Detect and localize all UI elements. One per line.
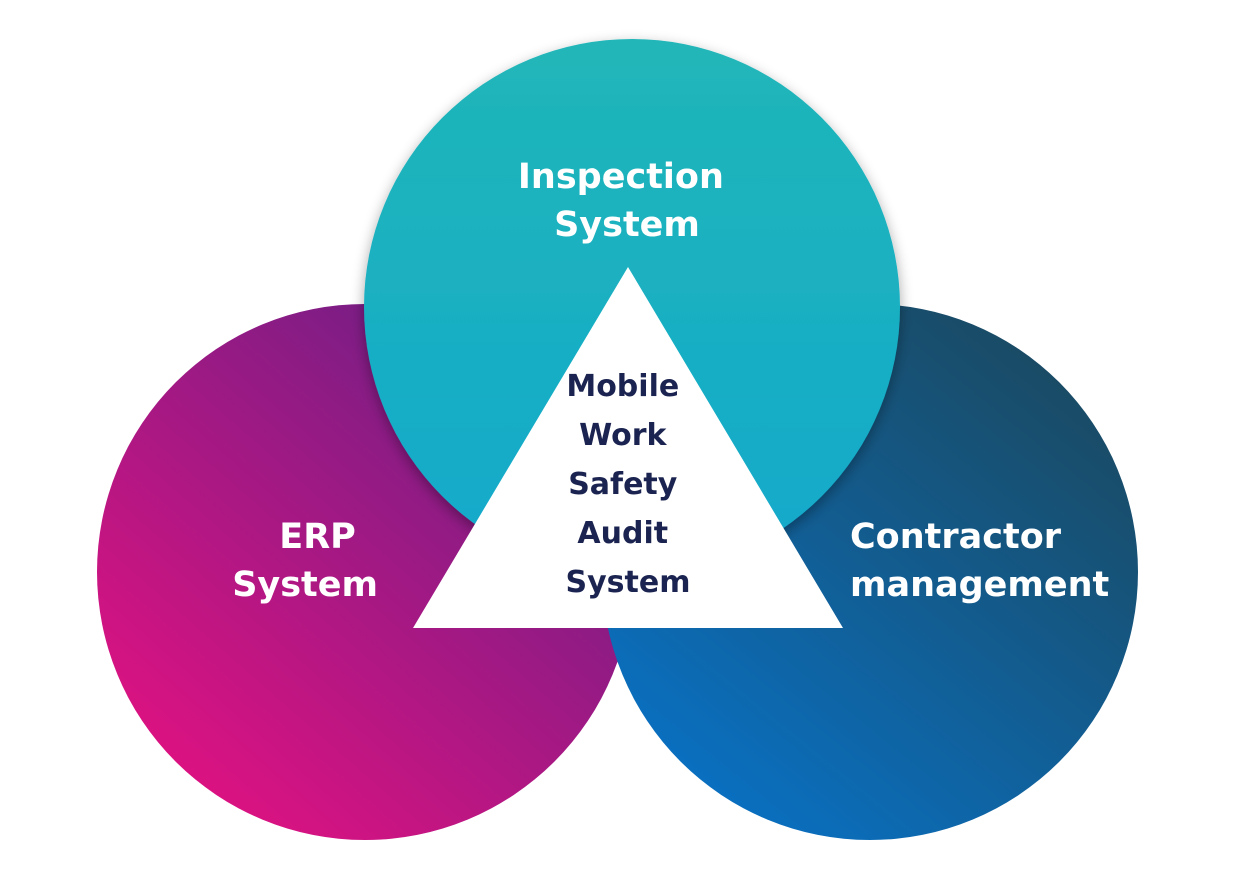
center-label-line5: System <box>566 565 691 600</box>
center-label-line4: Audit <box>577 516 668 551</box>
center-triangle <box>413 267 843 628</box>
contractor-label-line1: Contractor <box>850 517 1062 557</box>
inspection-system-label: Inspection System <box>518 157 736 245</box>
erp-label-line1: ERP <box>279 517 356 557</box>
center-label-line3: Safety <box>568 467 678 502</box>
center-label-line2: Work <box>579 418 667 453</box>
inspection-label-line1: Inspection <box>518 157 724 197</box>
mobile-work-safety-audit-label: Mobile Work Safety Audit System <box>566 369 691 600</box>
center-label-line1: Mobile <box>566 369 679 404</box>
inspection-label-line2: System <box>554 205 700 245</box>
contractor-label-line2: management <box>850 565 1109 605</box>
erp-system-label: ERP System <box>232 517 378 605</box>
erp-label-line2: System <box>232 565 378 605</box>
contractor-management-label: Contractor management <box>850 517 1109 605</box>
